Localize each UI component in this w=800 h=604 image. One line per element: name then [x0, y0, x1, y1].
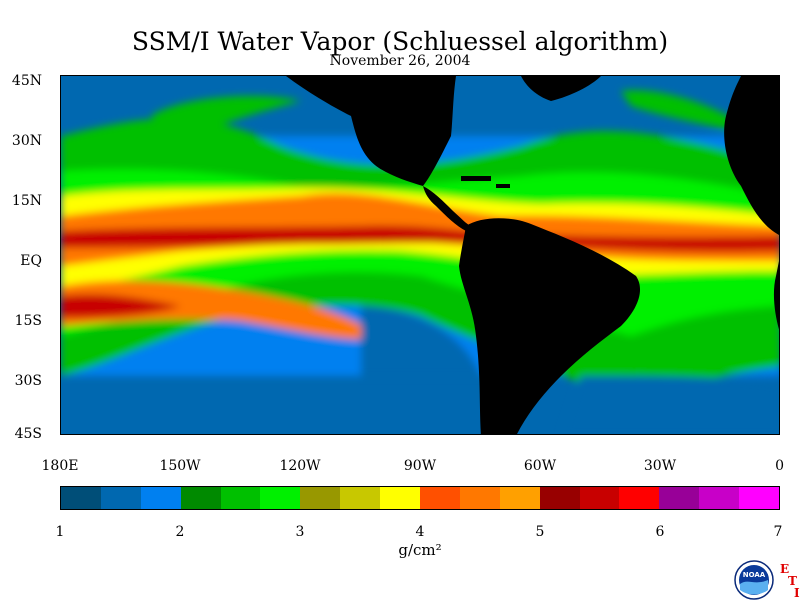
colorbar-cell [539, 487, 580, 509]
lon-label-120w: 120W [279, 458, 321, 474]
colorbar-cell [659, 487, 700, 509]
eti-letter-e: E [780, 562, 790, 576]
colorbar-cell [140, 487, 181, 509]
noaa-logo-text: NOAA [743, 571, 766, 579]
eti-letter-t: T [788, 574, 797, 588]
lat-label-30s: 30S [14, 373, 42, 389]
colorbar-cell [260, 487, 301, 509]
noaa-logo: NOAA [734, 560, 774, 600]
colorbar-cell [380, 487, 421, 509]
colorbar-cell [739, 487, 780, 509]
colorbar-tick-3: 3 [295, 524, 305, 540]
north-america [286, 76, 456, 186]
colorbar-cell [420, 487, 460, 509]
lat-label-15s: 15S [14, 313, 42, 329]
water-vapor-map [60, 75, 780, 435]
central-america [423, 186, 471, 231]
lat-label-15n: 15N [11, 193, 42, 209]
colorbar-tick-4: 4 [415, 524, 425, 540]
colorbar-cell [61, 487, 101, 509]
colorbar-tick-6: 6 [655, 524, 665, 540]
lon-label-60w: 60W [523, 458, 557, 474]
lon-label-90w: 90W [403, 458, 437, 474]
colorbar-cell [220, 487, 261, 509]
map-subtitle: November 26, 2004 [329, 53, 471, 69]
colorbar-cell [300, 487, 341, 509]
eti-logo: E T I [778, 562, 800, 600]
lon-label-0: 0 [775, 458, 784, 474]
lat-label-45s: 45S [14, 426, 42, 442]
lon-label-180e: 180E [41, 458, 79, 474]
colorbar-cell [699, 487, 740, 509]
lat-label-30n: 30N [11, 133, 42, 149]
south-america [459, 218, 640, 434]
colorbar-cell [180, 487, 221, 509]
colorbar-cell [100, 487, 141, 509]
colorbar-cell [340, 487, 381, 509]
lat-label-eq: EQ [20, 253, 42, 269]
colorbar-tick-7: 7 [773, 524, 783, 540]
colorbar [60, 486, 780, 510]
lon-label-150w: 150W [159, 458, 201, 474]
colorbar-cell [499, 487, 540, 509]
colorbar-unit: g/cm² [398, 541, 442, 559]
colorbar-tick-5: 5 [535, 524, 545, 540]
lat-label-45n: 45N [11, 73, 42, 89]
colorbar-cell [459, 487, 500, 509]
lon-label-30w: 30W [643, 458, 677, 474]
colorbar-tick-1: 1 [55, 524, 65, 540]
africa [724, 76, 779, 235]
colorbar-cell [619, 487, 660, 509]
land-masses [286, 76, 779, 434]
colorbar-cell [579, 487, 620, 509]
eti-letter-i: I [794, 586, 800, 600]
colorbar-tick-2: 2 [175, 524, 185, 540]
map-title: SSM/I Water Vapor (Schluessel algorithm) [131, 27, 669, 56]
